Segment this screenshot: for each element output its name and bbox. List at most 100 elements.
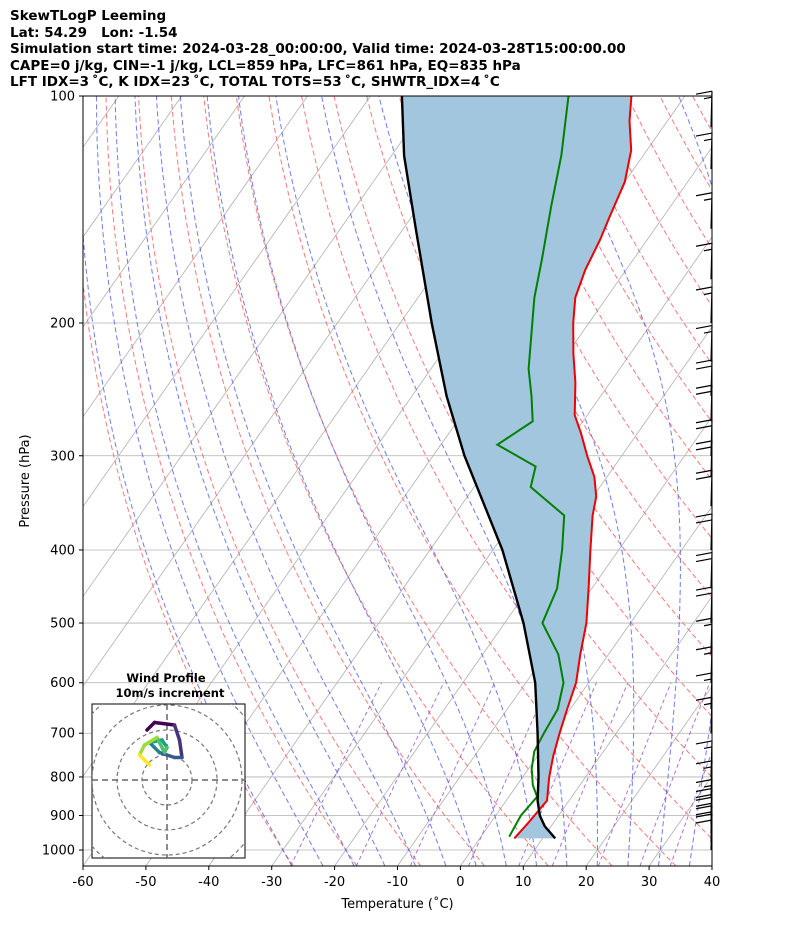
dry-adiabat bbox=[301, 96, 712, 840]
moist-adiabat bbox=[155, 96, 416, 866]
time-line: Simulation start time: 2024-03-28_00:00:… bbox=[10, 41, 626, 57]
wind-barb bbox=[695, 513, 713, 550]
mixing-ratio-line bbox=[597, 682, 672, 866]
temperature-line bbox=[513, 96, 633, 840]
y-tick-label: 600 bbox=[50, 676, 75, 691]
dry-adiabat bbox=[594, 96, 712, 308]
wind-barb bbox=[695, 359, 713, 397]
wind-barb bbox=[695, 90, 713, 128]
wind-barb bbox=[695, 617, 713, 655]
inset-frame bbox=[91, 703, 246, 859]
wind-barb bbox=[695, 419, 713, 456]
moist-adiabat bbox=[114, 96, 355, 866]
mixing-ratio-line bbox=[551, 682, 629, 866]
dewpoint-line bbox=[495, 96, 570, 838]
mixing-ratio-line bbox=[468, 682, 550, 866]
mixing-ratio-line bbox=[518, 682, 597, 866]
mixing-ratio-line bbox=[290, 682, 383, 866]
hodograph-segment bbox=[172, 723, 182, 742]
isotherm-line bbox=[83, 96, 308, 418]
hodograph-segment bbox=[147, 740, 162, 755]
hodograph-segment bbox=[137, 743, 147, 757]
mixing-ratio-line bbox=[355, 682, 445, 866]
dry-adiabat bbox=[725, 96, 794, 866]
y-tick-label: 1000 bbox=[42, 844, 75, 859]
moist-adiabat bbox=[452, 96, 635, 866]
isotherm-line bbox=[83, 96, 497, 687]
x-tick-label: -10 bbox=[387, 875, 408, 890]
x-tick-label: 10 bbox=[515, 875, 532, 890]
inset-title: Wind Profile bbox=[126, 671, 206, 685]
dry-adiabat bbox=[626, 96, 712, 250]
hodograph-segment bbox=[155, 735, 167, 755]
chart-header: SkewTLogP Leeming Lat: 54.29 Lon: -1.54 … bbox=[10, 8, 626, 91]
wind-barbs bbox=[695, 90, 713, 851]
dry-adiabat bbox=[561, 96, 712, 365]
wind-barb bbox=[695, 242, 713, 280]
y-tick-label: 700 bbox=[50, 727, 75, 742]
dry-adiabat bbox=[170, 96, 485, 866]
y-tick-label: 900 bbox=[50, 809, 75, 824]
hodograph-segment bbox=[177, 738, 184, 760]
isotherm-line bbox=[711, 865, 712, 866]
isotherm-line bbox=[334, 326, 712, 866]
hodograph-segment bbox=[145, 720, 157, 732]
wind-barb bbox=[695, 740, 713, 777]
moist-adiabat bbox=[720, 93, 794, 866]
moist-adiabat bbox=[275, 96, 537, 866]
parcel-line bbox=[400, 96, 557, 840]
dry-adiabat bbox=[138, 96, 422, 866]
x-tick-label: 40 bbox=[704, 875, 721, 890]
isotherm-line bbox=[585, 685, 712, 866]
x-tick-label: -20 bbox=[324, 875, 345, 890]
wind-barb bbox=[695, 286, 713, 324]
isotherm-line bbox=[522, 595, 712, 866]
x-axis-label: Temperature (˚C) bbox=[340, 896, 453, 912]
wind-barb bbox=[695, 132, 713, 170]
dry-adiabat bbox=[692, 96, 712, 133]
indices-line-2: LFT IDX=3 ˚C, K IDX=23 ˚C, TOTAL TOTS=53… bbox=[10, 74, 500, 90]
isotherm-line bbox=[83, 96, 371, 508]
x-tick-label: -40 bbox=[198, 875, 219, 890]
moist-adiabat bbox=[83, 228, 293, 866]
isotherm-line bbox=[775, 96, 794, 866]
x-tick-label: -30 bbox=[261, 875, 282, 890]
dry-adiabat bbox=[758, 96, 794, 866]
y-tick-label: 800 bbox=[50, 770, 75, 785]
y-axis-label: Pressure (hPa) bbox=[18, 434, 33, 527]
hodograph-segment bbox=[157, 750, 177, 760]
y-tick-label: 100 bbox=[50, 90, 75, 105]
moist-adiabat bbox=[134, 96, 386, 866]
y-tick-label: 300 bbox=[50, 449, 75, 464]
wind-barb bbox=[695, 551, 713, 589]
wind-barb bbox=[695, 469, 713, 507]
wind-barb bbox=[695, 586, 713, 624]
y-tick-label: 200 bbox=[50, 316, 75, 331]
x-tick-label: -60 bbox=[72, 875, 93, 890]
indices-line-1: CAPE=0 j/kg, CIN=-1 j/kg, LCL=859 hPa, L… bbox=[10, 57, 521, 74]
x-tick-label: 20 bbox=[578, 875, 595, 890]
dry-adiabat bbox=[659, 96, 712, 192]
y-tick-label: 400 bbox=[50, 543, 75, 558]
hodograph-segment bbox=[142, 735, 159, 747]
inset-subtitle: 10m/s increment bbox=[116, 686, 225, 700]
chart-title: SkewTLogP Leeming bbox=[10, 8, 167, 24]
wind-barb bbox=[695, 192, 713, 229]
hodograph-segment bbox=[152, 720, 177, 727]
dry-adiabat bbox=[203, 96, 549, 866]
isotherm-line bbox=[83, 96, 245, 328]
wind-barb bbox=[695, 324, 713, 362]
wind-barb bbox=[695, 813, 713, 851]
axes: -60 -50 -40 -30 -20 -10 0 10 20 30 40 1000 900 800 700… bbox=[18, 90, 720, 913]
hodograph-segment bbox=[137, 753, 152, 767]
dry-adiabat bbox=[790, 96, 794, 866]
dry-adiabat bbox=[268, 96, 677, 866]
moist-adiabat bbox=[179, 96, 447, 866]
x-tick-label: 0 bbox=[456, 875, 464, 890]
cin-shaded-area bbox=[401, 96, 632, 839]
x-tick-label: -50 bbox=[135, 875, 156, 890]
wind-barb bbox=[695, 384, 713, 422]
isotherm-line bbox=[397, 416, 712, 866]
